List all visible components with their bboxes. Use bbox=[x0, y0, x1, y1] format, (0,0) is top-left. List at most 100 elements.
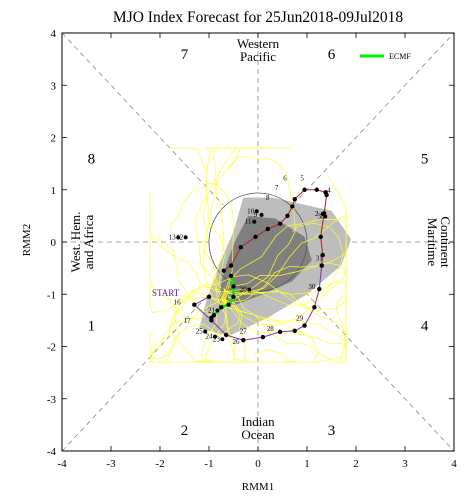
region-top-1: Pacific bbox=[240, 49, 276, 64]
x-tick-label: 1 bbox=[304, 458, 310, 470]
phase-label-8: 8 bbox=[88, 151, 96, 167]
x-tick-label: -1 bbox=[204, 458, 213, 470]
observed-point bbox=[324, 192, 329, 198]
phase-guides bbox=[61, 32, 455, 452]
y-tick-label: -4 bbox=[47, 446, 57, 458]
ensemble-line bbox=[219, 176, 347, 326]
observed-point bbox=[312, 305, 317, 310]
x-tick-label: 4 bbox=[451, 458, 457, 470]
y-tick-label: 4 bbox=[51, 28, 57, 40]
observed-point bbox=[228, 263, 234, 268]
y-tick-label: -3 bbox=[47, 394, 57, 406]
ensemble-line bbox=[149, 192, 229, 293]
forecast-point bbox=[219, 305, 224, 310]
day-label: 24 bbox=[206, 333, 214, 341]
phase-label-5: 5 bbox=[421, 151, 429, 167]
x-tick-label: -2 bbox=[155, 458, 164, 470]
x-tick-label: -4 bbox=[57, 458, 67, 470]
observed-point bbox=[317, 286, 322, 292]
y-tick-label: 0 bbox=[51, 237, 57, 249]
observed-day-label: 17 bbox=[183, 317, 191, 325]
day-point bbox=[254, 209, 259, 214]
forecast-point bbox=[226, 302, 231, 307]
observed-day-label: 6 bbox=[283, 174, 287, 182]
phase-label-2: 2 bbox=[181, 423, 189, 439]
observed-day-label: 16 bbox=[174, 299, 182, 307]
forecast-tracks bbox=[209, 273, 236, 320]
x-tick-label: 3 bbox=[402, 458, 408, 470]
ensemble-line bbox=[195, 285, 226, 363]
observed-day-label: 7 bbox=[275, 184, 279, 192]
chart-title: MJO Index Forecast for 25Jun2018-09Jul20… bbox=[113, 9, 403, 26]
forecast-point bbox=[228, 273, 234, 279]
observed-day-label: 29 bbox=[296, 314, 304, 322]
observed-point bbox=[223, 332, 229, 338]
observed-point bbox=[206, 294, 212, 300]
region-right-1: Continent bbox=[438, 216, 453, 268]
observed-day-label: 4 bbox=[327, 186, 331, 194]
ensemble-line bbox=[224, 298, 293, 363]
region-bottom-1: Ocean bbox=[241, 427, 275, 442]
region-left-0: West. Hem. bbox=[68, 212, 83, 273]
diagonal-nw bbox=[61, 32, 224, 206]
ensemble-line bbox=[222, 290, 347, 363]
y-tick-label: -2 bbox=[47, 342, 56, 354]
x-tick-label: 2 bbox=[353, 458, 359, 470]
region-bottom-0: Indian bbox=[241, 414, 275, 429]
day-point bbox=[215, 308, 220, 313]
observed-point bbox=[253, 234, 258, 239]
day-label: 20 bbox=[240, 286, 248, 294]
observed-point bbox=[260, 334, 266, 340]
forecast-point bbox=[209, 315, 214, 320]
observed-line-1 bbox=[193, 265, 323, 341]
observed-point bbox=[265, 226, 270, 232]
y-tick-label: -1 bbox=[47, 289, 56, 301]
legend: ECMF bbox=[360, 52, 411, 61]
ensemble-line bbox=[202, 147, 266, 307]
day-label: 11 bbox=[245, 218, 252, 226]
observed-point bbox=[241, 338, 246, 343]
day-label: 25 bbox=[196, 327, 204, 335]
y-tick-label: 1 bbox=[51, 185, 57, 197]
day-label: 10 bbox=[247, 207, 255, 215]
observed-point bbox=[192, 302, 197, 307]
observed-day-label: 31 bbox=[316, 254, 324, 262]
day-point bbox=[252, 219, 257, 224]
observed-point bbox=[277, 221, 283, 226]
region-right-0: Maritime bbox=[425, 218, 440, 267]
observed-day-label: 26 bbox=[232, 338, 240, 346]
observed-point bbox=[318, 234, 323, 239]
ensemble-line bbox=[149, 241, 222, 320]
day-label: 21 bbox=[208, 307, 216, 315]
phase-label-3: 3 bbox=[328, 423, 336, 439]
diagonal-ne bbox=[292, 32, 455, 206]
phase-label-7: 7 bbox=[181, 47, 189, 63]
observed-point bbox=[238, 245, 244, 250]
ensemble-members bbox=[149, 147, 347, 363]
observed-point bbox=[314, 187, 319, 192]
phase-label-4: 4 bbox=[421, 319, 429, 335]
day-point bbox=[247, 287, 252, 292]
observed-point bbox=[285, 213, 290, 219]
observed-point bbox=[320, 252, 325, 258]
day-label: 3 bbox=[318, 212, 322, 220]
ensemble-line bbox=[149, 289, 216, 313]
day-label: 9 bbox=[254, 211, 258, 219]
y-axis-label: RMM2 bbox=[21, 224, 33, 256]
day-point bbox=[176, 235, 181, 240]
observed-day-label: 1 bbox=[320, 212, 324, 220]
ensemble-line bbox=[224, 290, 347, 363]
day-point bbox=[213, 334, 217, 339]
observed-day-label: 5 bbox=[300, 174, 304, 182]
observed-point bbox=[292, 328, 297, 334]
day-point bbox=[220, 337, 225, 342]
legend-entry: ECMF bbox=[389, 52, 411, 61]
x-tick-label: 0 bbox=[255, 458, 261, 470]
day-point bbox=[259, 212, 264, 217]
day-label: 12 bbox=[176, 233, 184, 241]
